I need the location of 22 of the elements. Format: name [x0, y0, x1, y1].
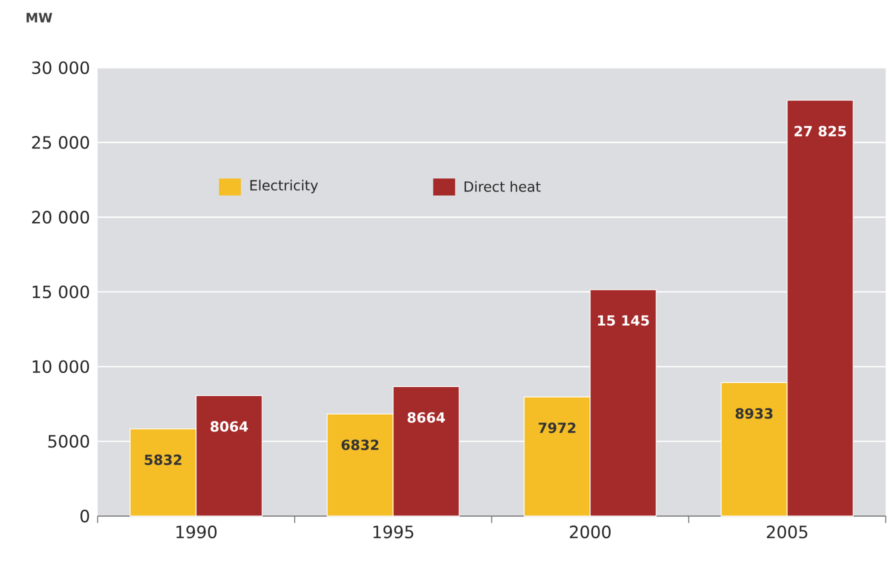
data-label: 15 145 [598, 315, 649, 326]
y-tick-label: 5000 [48, 434, 90, 448]
x-tick-label: 1990 [176, 526, 217, 538]
legend-label: Electricity [250, 180, 318, 194]
x-tick-label: 2005 [766, 526, 808, 538]
y-tick-label: 10 000 [32, 360, 89, 374]
x-tick-label: 1995 [373, 526, 414, 538]
data-label: 8664 [408, 412, 445, 423]
legend-label: Direct heat [464, 181, 541, 192]
y-tick-label: 0 [80, 510, 90, 523]
x-tick-label: 2000 [570, 526, 611, 538]
y-axis-title: MW [26, 12, 52, 22]
y-tick-label: 30 000 [32, 61, 89, 74]
y-tick-label: 25 000 [32, 136, 89, 149]
data-label: 8064 [210, 421, 248, 432]
y-tick-label: 15 000 [32, 286, 89, 298]
data-label: 6832 [342, 440, 378, 450]
y-tick-label: 20 000 [32, 210, 89, 224]
data-label: 27 825 [794, 126, 846, 136]
data-label: 7972 [538, 422, 576, 434]
data-label: 5832 [144, 454, 182, 466]
data-label: 8933 [736, 408, 772, 419]
